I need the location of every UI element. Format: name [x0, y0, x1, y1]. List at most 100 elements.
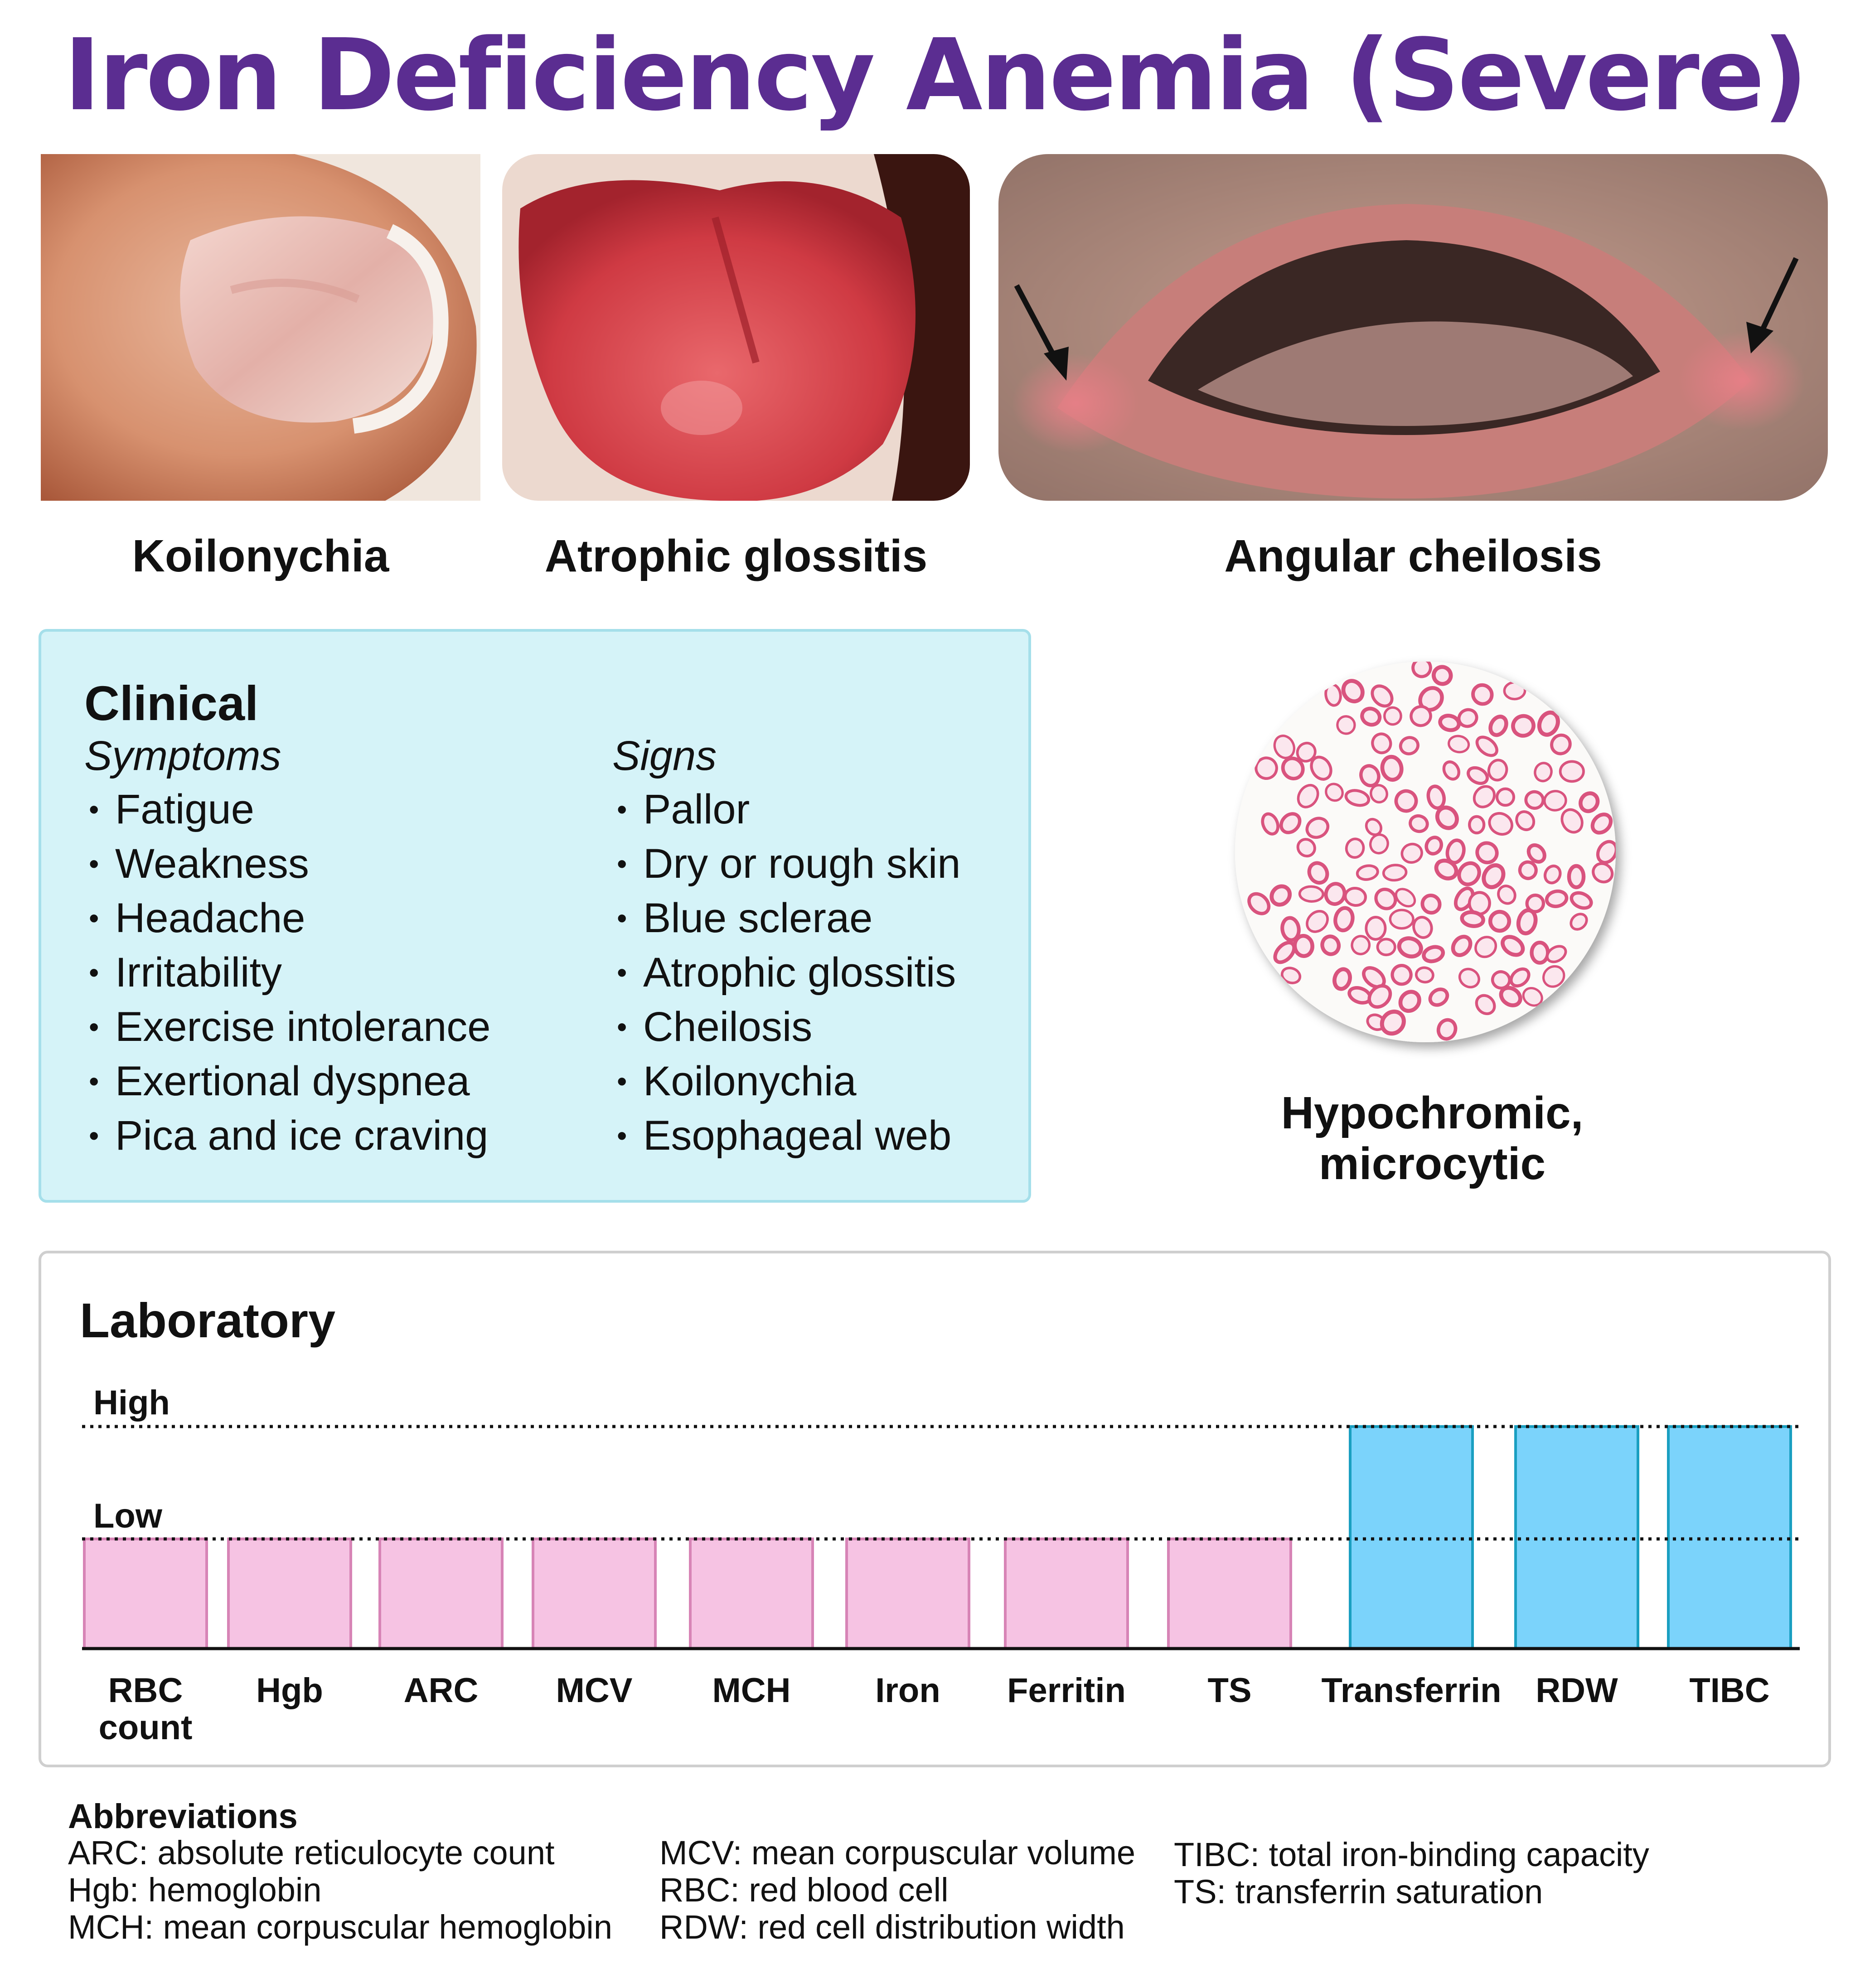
signs-text: Cheilosis	[643, 1004, 813, 1050]
atrophic-glossitis-photo	[502, 154, 970, 501]
red-blood-cell	[1333, 906, 1355, 933]
symptoms-item: • Irritability	[84, 945, 490, 1000]
red-blood-cell	[1320, 934, 1341, 956]
red-blood-cell	[1515, 810, 1536, 832]
abbreviation-entry: MCV: mean corpuscular volume	[659, 1834, 1136, 1872]
red-blood-cell	[1371, 684, 1394, 708]
symptoms-text: Exercise intolerance	[115, 1004, 491, 1050]
low-label: Low	[93, 1497, 163, 1535]
red-blood-cell	[1567, 864, 1586, 890]
red-blood-cell	[1457, 708, 1478, 728]
red-blood-cell	[1542, 965, 1565, 988]
bar-mch	[689, 1538, 814, 1650]
clinical-panel: Clinical Symptoms • Fatigue • Weakness • Head…	[39, 629, 1031, 1203]
red-blood-cell	[1310, 755, 1332, 781]
red-blood-cell	[1442, 760, 1460, 781]
abbreviation-entry: ARC: absolute reticulocyte count	[68, 1834, 555, 1872]
red-blood-cell	[1344, 886, 1367, 907]
signs-item: • Blue sclerae	[612, 891, 960, 945]
red-blood-cell	[1495, 787, 1516, 807]
red-blood-cell	[1501, 935, 1525, 957]
abbreviations-column-1: ARC: absolute reticulocyte count Hgb: hem…	[68, 1834, 612, 1946]
red-blood-cell	[1298, 885, 1324, 903]
signs-item: • Koilonychia	[612, 1054, 960, 1108]
bar-label: TS	[1207, 1671, 1251, 1710]
red-blood-cell	[1395, 888, 1416, 908]
laboratory-panel: Laboratory High Low RBC count Hgb ARC MCV MCH…	[39, 1251, 1831, 1767]
red-blood-cell	[1543, 790, 1567, 812]
red-blood-cell	[1398, 990, 1421, 1013]
red-blood-cell	[1473, 785, 1496, 808]
angular-cheilosis-photo	[998, 154, 1828, 501]
red-blood-cell	[1537, 710, 1560, 737]
red-blood-cell	[1412, 916, 1433, 939]
red-blood-cell	[1434, 858, 1458, 880]
red-blood-cell	[1410, 705, 1432, 727]
abbreviation-entry: TS: transferrin saturation	[1174, 1873, 1543, 1911]
bar-hgb	[227, 1538, 352, 1650]
red-blood-cell	[1475, 841, 1499, 865]
koilonychia-caption: Koilonychia	[132, 531, 389, 581]
symptoms-text: Irritability	[115, 949, 282, 996]
atrophic-glossitis-caption: Atrophic glossitis	[544, 531, 928, 581]
red-blood-cell	[1488, 909, 1512, 933]
red-blood-cell	[1487, 759, 1508, 782]
bullet-icon: •	[617, 1119, 627, 1152]
red-blood-cell	[1325, 783, 1344, 802]
red-blood-cell	[1438, 714, 1461, 732]
bar-iron	[845, 1538, 970, 1650]
smear-caption-line2: microcytic	[1318, 1138, 1546, 1189]
bar-label: Hgb	[256, 1671, 323, 1710]
high-label: High	[93, 1383, 170, 1422]
abbreviation-entry: RBC: red blood cell	[659, 1871, 949, 1909]
signs-heading: Signs	[612, 733, 717, 779]
red-blood-cell	[1431, 665, 1453, 686]
red-blood-cell	[1382, 864, 1408, 882]
symptoms-item: • Exercise intolerance	[84, 1000, 490, 1054]
abbreviation-entry: Hgb: hemoglobin	[68, 1871, 322, 1909]
signs-item: • Cheilosis	[612, 1000, 960, 1054]
red-blood-cell	[1570, 913, 1588, 931]
symptoms-text: Fatigue	[115, 786, 254, 832]
abbreviations-title: Abbreviations	[68, 1797, 298, 1836]
red-blood-cell	[1415, 966, 1434, 984]
red-blood-cell	[1457, 861, 1481, 886]
bullet-icon: •	[617, 902, 627, 934]
symptoms-item: • Pica and ice craving	[84, 1108, 490, 1163]
red-blood-cell	[1389, 909, 1415, 930]
red-blood-cell	[1360, 706, 1382, 727]
red-blood-cell	[1579, 791, 1600, 813]
bar-transferrin	[1349, 1425, 1474, 1650]
laboratory-title: Laboratory	[80, 1293, 336, 1348]
koilonychia-photo	[41, 154, 480, 501]
red-blood-cell	[1460, 910, 1485, 928]
red-blood-cell	[1296, 838, 1316, 858]
bar-label: count	[99, 1708, 193, 1747]
red-blood-cell	[1491, 970, 1511, 990]
symptoms-heading: Symptoms	[84, 733, 281, 779]
red-blood-cell	[1488, 812, 1513, 836]
red-blood-cell	[1522, 987, 1543, 1007]
red-blood-cell	[1380, 1009, 1406, 1036]
red-blood-cell	[1376, 938, 1396, 957]
red-blood-cell	[1503, 681, 1526, 701]
abbreviations-column-2: MCV: mean corpuscular volume RBC: red blo…	[659, 1834, 1135, 1946]
page-title: Iron Deficiency Anemia (Severe)	[63, 18, 1808, 133]
symptoms-item: • Fatigue	[84, 782, 490, 837]
red-blood-cell	[1273, 941, 1296, 964]
red-blood-cell	[1336, 715, 1356, 735]
bar-rbc-count	[83, 1538, 208, 1650]
bar-label: ARC	[404, 1671, 479, 1710]
red-blood-cell	[1436, 1018, 1458, 1041]
red-blood-cell	[1356, 864, 1379, 881]
red-blood-cell	[1345, 837, 1365, 859]
bar-label: MCH	[712, 1671, 790, 1710]
bullet-icon: •	[89, 1119, 99, 1152]
signs-item: • Dry or rough skin	[612, 837, 960, 891]
bullet-icon: •	[89, 793, 99, 826]
red-blood-cell	[1306, 910, 1329, 933]
red-blood-cell	[1570, 891, 1593, 910]
red-blood-cell	[1293, 934, 1314, 958]
red-blood-cell	[1390, 963, 1413, 986]
